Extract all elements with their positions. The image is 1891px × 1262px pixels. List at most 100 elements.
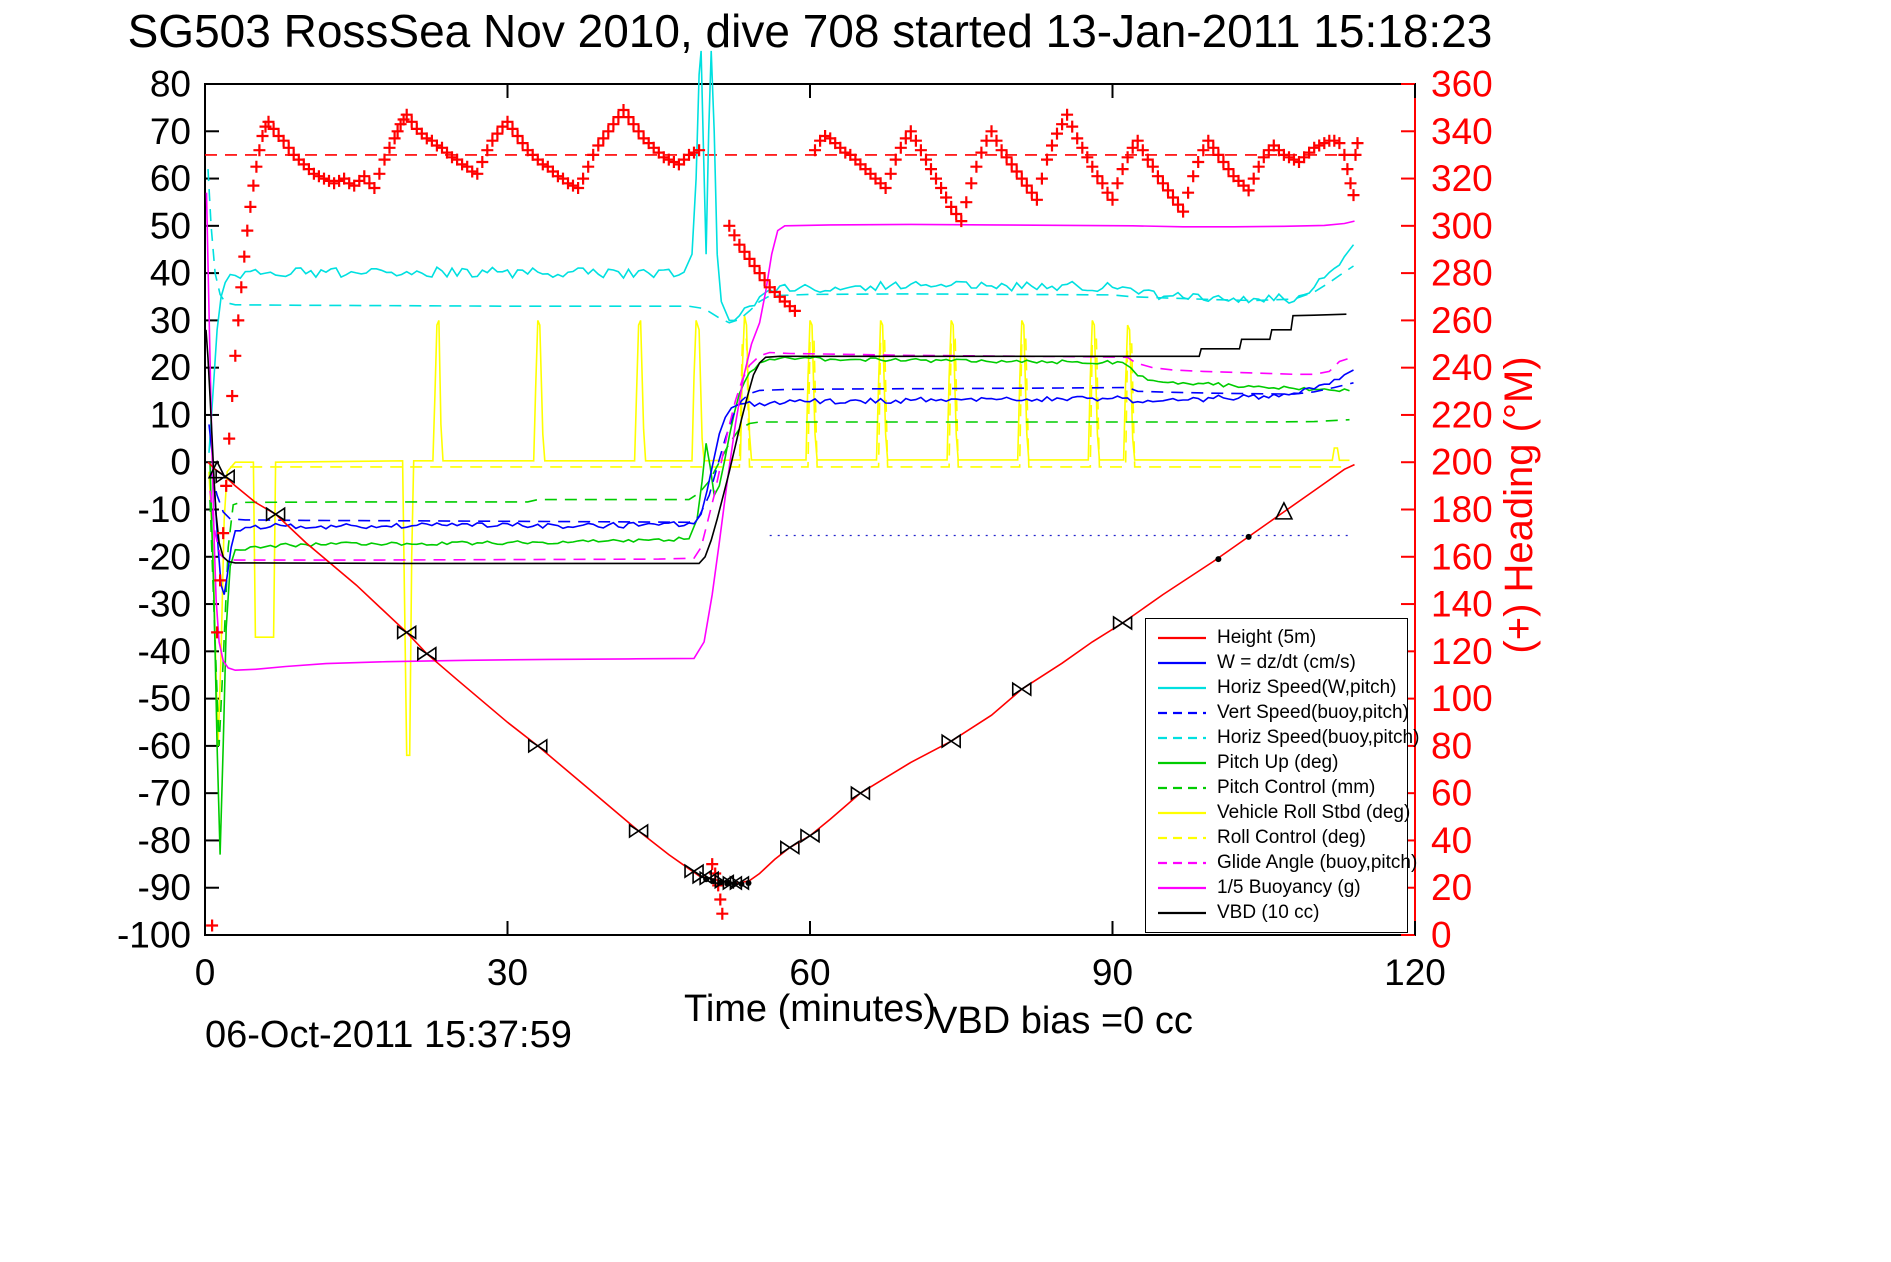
y-right-tick-label: 0 [1431, 915, 1452, 956]
bowtie-marker [780, 840, 800, 856]
legend-swatch-line [1158, 761, 1206, 764]
legend-swatch-line [1158, 661, 1206, 664]
legend-swatch-line [1158, 811, 1206, 814]
y-right-tick-label: 20 [1431, 867, 1472, 908]
y-right-tick-label: 140 [1431, 584, 1493, 625]
legend-item: Glide Angle (buoy,pitch) [1156, 850, 1417, 875]
series-horiz_speed_buoy [207, 169, 1354, 324]
legend-label: Pitch Up (deg) [1217, 751, 1339, 773]
y-right-tick-label: 40 [1431, 820, 1472, 861]
y-right-tick-label: 80 [1431, 725, 1472, 766]
y-left-tick-label: 30 [150, 300, 191, 341]
legend-label: Vert Speed(buoy,pitch) [1217, 701, 1409, 723]
legend-label: Height (5m) [1217, 626, 1317, 648]
x-tick-label: 120 [1384, 952, 1446, 993]
x-tick-label: 60 [789, 952, 830, 993]
y-left-tick-label: -50 [138, 678, 191, 719]
y-left-tick-label: 0 [170, 442, 191, 483]
plot-datestamp: 06-Oct-2011 15:37:59 [205, 1014, 572, 1056]
legend-item: Horiz Speed(W,pitch) [1156, 675, 1407, 700]
y-left-tick-label: -40 [138, 631, 191, 672]
legend-swatch-line [1158, 686, 1206, 689]
legend-item: Vert Speed(buoy,pitch) [1156, 700, 1409, 725]
series-pitch_control [209, 418, 1350, 746]
series-pitch_up [209, 356, 1350, 855]
series-vbd [205, 313, 1347, 565]
dot-marker [1245, 533, 1252, 540]
bowtie-marker [417, 646, 437, 662]
y-left-tick-label: 10 [150, 394, 191, 435]
legend-item: Vehicle Roll Stbd (deg) [1156, 800, 1411, 825]
triangle-marker [207, 459, 227, 479]
bowtie-marker [396, 624, 417, 640]
bowtie-marker [628, 823, 649, 839]
y-right-tick-label: 160 [1431, 536, 1493, 577]
y-right-tick-label: 260 [1431, 300, 1493, 341]
dot-marker [738, 880, 745, 887]
dot-marker [1215, 556, 1222, 563]
y-right-tick-label: 320 [1431, 158, 1493, 199]
y-right-tick-label: 100 [1431, 678, 1493, 719]
y-right-axis-label: (+) Heading (°M) [1497, 356, 1541, 653]
y-right-tick-label: 60 [1431, 773, 1472, 814]
legend-swatch-line [1158, 861, 1206, 864]
legend-item: Height (5m) [1156, 625, 1407, 650]
legend-item: VBD (10 cc) [1156, 900, 1407, 925]
y-left-tick-label: -30 [138, 584, 191, 625]
y-right-tick-label: 340 [1431, 111, 1493, 152]
vbd-bias-label: VBD bias =0 cc [932, 1000, 1193, 1042]
triangle-marker [1274, 501, 1294, 520]
legend-item: Pitch Up (deg) [1156, 750, 1407, 775]
y-left-tick-label: -80 [138, 820, 191, 861]
series-glide_angle [209, 351, 1355, 561]
y-left-tick-label: -100 [117, 915, 191, 956]
legend-label: Pitch Control (mm) [1217, 776, 1376, 798]
y-left-tick-label: 70 [150, 111, 191, 152]
legend-label: Glide Angle (buoy,pitch) [1217, 851, 1418, 873]
dot-marker [724, 880, 731, 887]
y-left-tick-label: -90 [138, 867, 191, 908]
x-tick-label: 90 [1092, 952, 1133, 993]
bowtie-marker [527, 738, 548, 754]
legend-item: Pitch Control (mm) [1156, 775, 1407, 800]
legend-label: Horiz Speed(buoy,pitch) [1217, 726, 1420, 748]
y-left-tick-label: -60 [138, 725, 191, 766]
y-right-tick-label: 180 [1431, 489, 1493, 530]
series-heading [206, 104, 1364, 932]
legend-swatch-line [1158, 711, 1206, 714]
dot-marker [703, 876, 710, 883]
y-left-tick-label: -20 [138, 536, 191, 577]
y-right-tick-label: 220 [1431, 394, 1493, 435]
bowtie-marker [941, 733, 961, 749]
legend-swatch-line [1158, 886, 1206, 889]
y-right-tick-label: 120 [1431, 631, 1493, 672]
bowtie-marker [850, 785, 871, 801]
dot-marker [710, 878, 717, 885]
y-right-tick-label: 280 [1431, 253, 1493, 294]
x-tick-label: 30 [487, 952, 528, 993]
legend-item: Horiz Speed(buoy,pitch) [1156, 725, 1419, 750]
bowtie-marker [215, 468, 235, 484]
axes: -100-90-80-70-60-50-40-30-20-10010203040… [117, 64, 1541, 994]
x-tick-label: 0 [195, 952, 216, 993]
legend-swatch-line [1158, 786, 1206, 789]
legend-swatch-line [1158, 836, 1206, 839]
y-left-tick-label: -10 [138, 489, 191, 530]
bowtie-marker [265, 506, 286, 522]
legend-label: 1/5 Buoyancy (g) [1217, 876, 1361, 898]
legend-label: Vehicle Roll Stbd (deg) [1217, 801, 1411, 823]
dot-marker [731, 880, 738, 887]
dot-marker [717, 879, 724, 886]
legend-label: W = dz/dt (cm/s) [1217, 651, 1356, 673]
y-left-tick-label: 50 [150, 205, 191, 246]
bowtie-marker [1112, 615, 1133, 631]
y-left-tick-label: 20 [150, 347, 191, 388]
legend-label: VBD (10 cc) [1217, 901, 1320, 923]
y-right-tick-label: 360 [1431, 64, 1493, 105]
y-right-tick-label: 200 [1431, 442, 1493, 483]
y-left-tick-label: -70 [138, 773, 191, 814]
legend-item: 1/5 Buoyancy (g) [1156, 875, 1407, 900]
bowtie-marker [1011, 681, 1032, 697]
